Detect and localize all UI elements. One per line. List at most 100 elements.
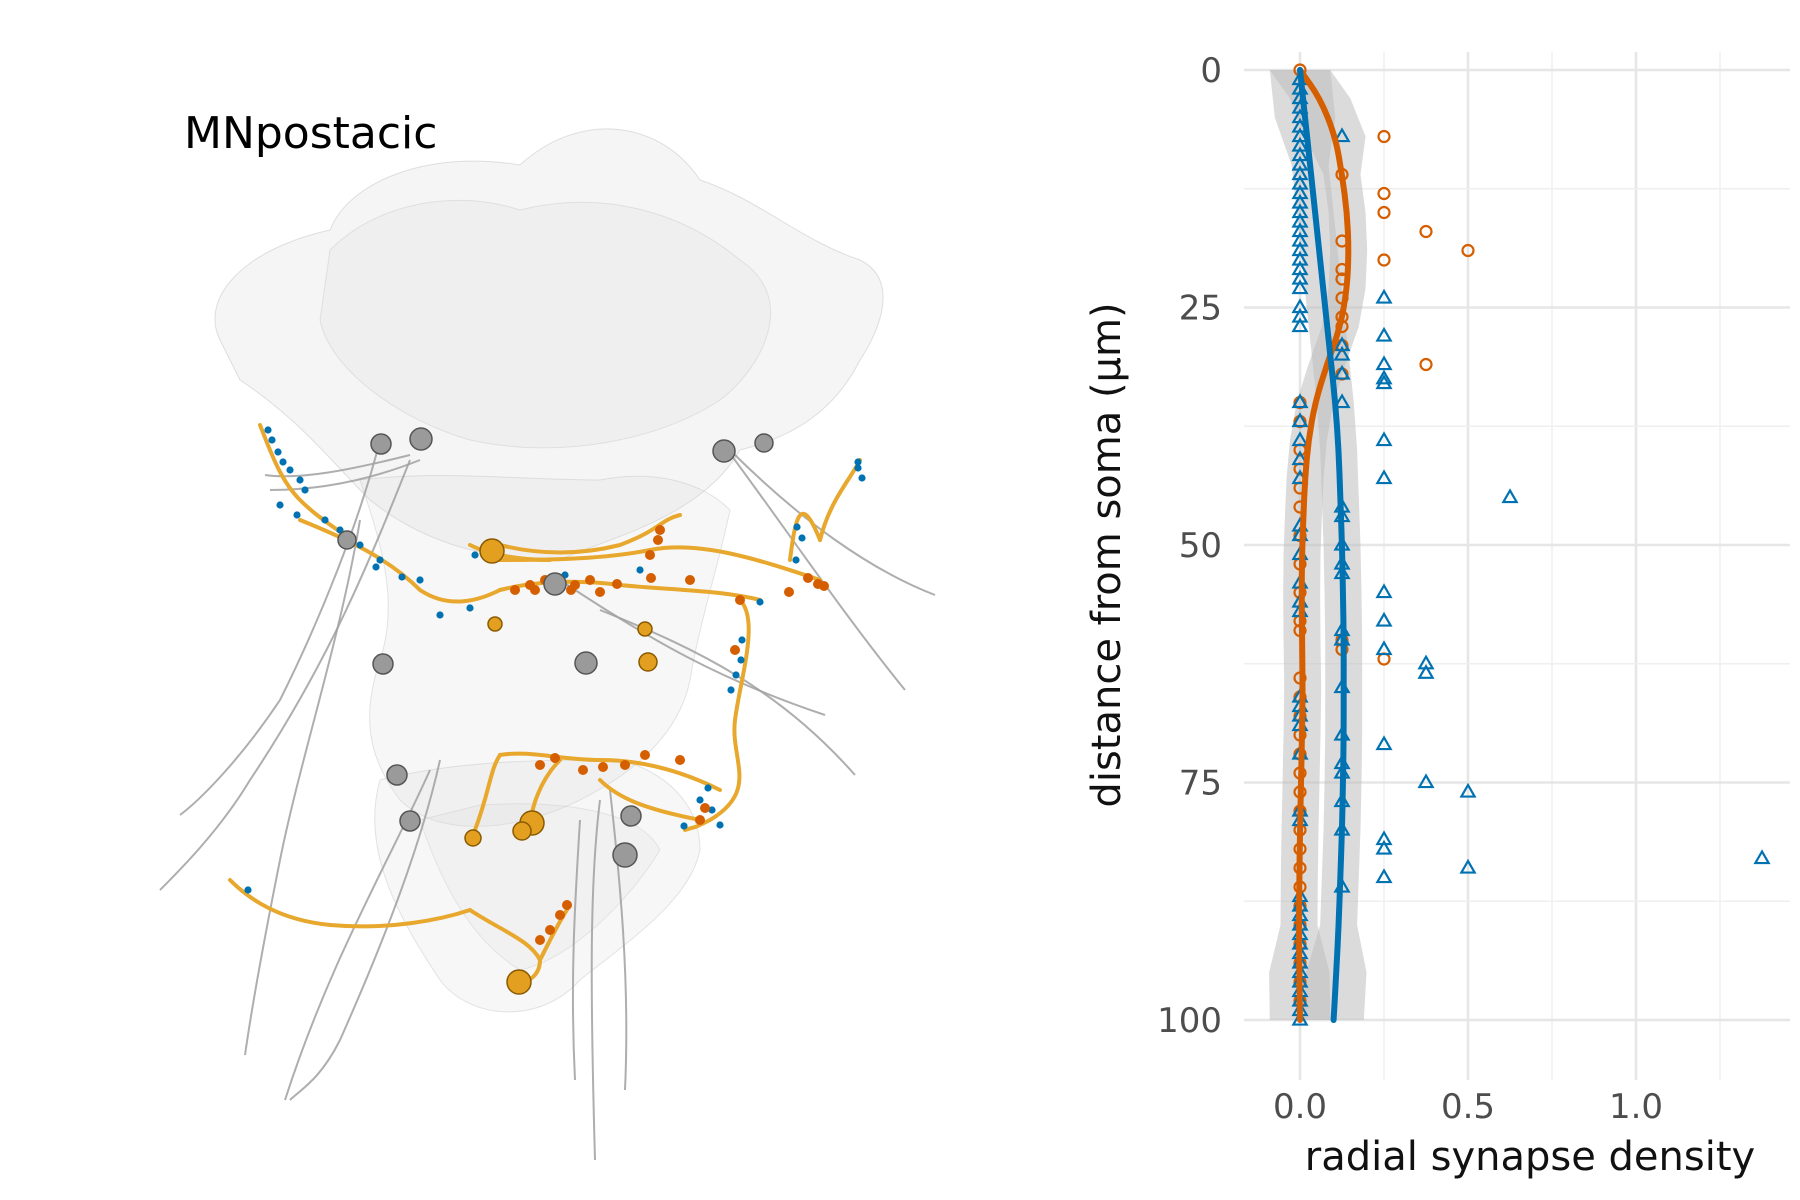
synapse-dot-orange <box>655 525 665 535</box>
gray-projection <box>729 449 936 596</box>
synapse-dot-blue <box>732 671 740 679</box>
data-point-triangle <box>1291 279 1309 295</box>
gray-soma <box>372 653 394 675</box>
synapse-dot-orange <box>646 573 656 583</box>
orange-soma <box>637 621 653 637</box>
data-point-triangle <box>1753 849 1771 865</box>
data-point-triangle <box>1417 773 1435 789</box>
synapse-dot-orange <box>735 595 745 605</box>
orange-branch <box>818 458 862 542</box>
y-tick-label: 0 <box>1200 51 1222 91</box>
synapse-dot-blue <box>244 886 252 894</box>
synapse-dot-orange <box>510 585 520 595</box>
data-point-circle <box>1461 243 1475 258</box>
data-point-triangle <box>1333 364 1351 380</box>
synapse-dot-blue <box>798 534 806 542</box>
data-point-triangle <box>1375 611 1393 627</box>
data-point-triangle <box>1459 858 1477 874</box>
x-axis-label: radial synapse density <box>1305 1134 1755 1180</box>
orange-branch <box>468 543 552 562</box>
synapse-dot-orange <box>675 755 685 765</box>
data-point-triangle <box>1291 450 1309 466</box>
abdomen-mesh-inner <box>419 803 661 971</box>
synapse-dot-orange <box>730 645 740 655</box>
synapse-dot-blue <box>279 458 287 466</box>
data-point-triangle <box>1375 355 1393 371</box>
data-point-triangle <box>1417 664 1435 679</box>
synapse-dot-blue <box>636 566 644 574</box>
orange-soma-group <box>464 538 658 995</box>
head-mesh-inner <box>319 199 771 449</box>
data-point-triangle <box>1375 583 1393 599</box>
gray-soma <box>543 572 567 596</box>
x-tick-label: 1.0 <box>1609 1087 1663 1127</box>
synapse-dot-orange <box>550 753 560 763</box>
synapse-dot-orange <box>535 935 545 945</box>
y-tick-label: 100 <box>1157 1001 1222 1041</box>
smooth-line-orange <box>1296 67 1352 1023</box>
gray-projection <box>289 759 441 1101</box>
data-point-triangle <box>1291 1010 1309 1026</box>
data-point-circle <box>1377 129 1391 144</box>
data-point-circle <box>1377 186 1391 201</box>
data-point-triangle <box>1375 839 1393 855</box>
data-point-triangle <box>1375 369 1393 385</box>
data-point-triangle <box>1375 288 1393 304</box>
thorax-mesh <box>359 475 731 827</box>
orange-branch <box>498 513 682 555</box>
body-volume-mesh <box>214 128 884 1013</box>
synapse-dot-orange <box>653 535 663 545</box>
data-point-triangle <box>1333 393 1351 409</box>
synapse-dot-orange <box>595 587 605 597</box>
data-point-triangle <box>1333 127 1351 143</box>
orange-branch <box>683 598 751 832</box>
gray-soma <box>620 805 642 827</box>
data-point-triangle <box>1291 317 1309 333</box>
neuron-rendering: MNpostacic <box>159 108 936 1161</box>
x-tick-label: 0.0 <box>1273 1087 1327 1127</box>
synapse-dot-blue <box>716 821 724 829</box>
data-point-circle <box>1419 357 1433 372</box>
orange-soma <box>464 829 482 847</box>
synapse-dot-blue <box>286 466 294 474</box>
synapse-dot-blue <box>321 516 329 524</box>
synapse-dot-blue <box>708 806 716 814</box>
synapse-dot-blue <box>264 426 272 434</box>
data-point-circle <box>1377 253 1391 267</box>
synapse-dot-blue <box>301 486 309 494</box>
y-axis-label: distance from soma (µm) <box>1084 302 1130 807</box>
synapse-dot-blue <box>738 636 746 644</box>
data-point-triangle <box>1501 488 1519 504</box>
gray-projection <box>590 799 601 1161</box>
data-point-triangle <box>1375 735 1393 751</box>
synapse-dot-blue <box>792 556 800 564</box>
data-point-triangle <box>1333 345 1351 361</box>
synapse-dot-orange <box>803 573 813 583</box>
synapse-dot-orange <box>525 580 535 590</box>
gray-neuron-projections <box>159 439 936 1161</box>
data-point-triangle <box>1459 782 1477 798</box>
y-tick-label: 25 <box>1179 289 1222 329</box>
orange-soma <box>479 538 505 564</box>
synapse-dot-blue <box>398 573 406 581</box>
gray-soma <box>574 651 598 675</box>
synapse-dot-orange <box>819 581 829 591</box>
gray-projection <box>571 819 581 1081</box>
orange-soma <box>506 969 532 995</box>
synapse-dot-blue <box>858 474 866 482</box>
synapse-dot-orange <box>784 587 794 597</box>
synapse-dot-orange <box>640 750 650 760</box>
synapse-dot-blue <box>854 464 862 472</box>
gray-soma <box>370 433 392 455</box>
synapse-markers <box>244 426 866 945</box>
orange-soma <box>487 616 503 632</box>
synapse-dot-orange <box>685 575 695 585</box>
synapse-dot-orange <box>562 900 572 910</box>
x-axis-ticks: 0.0 0.5 1.0 <box>1273 1087 1663 1127</box>
synapse-dot-blue <box>293 511 301 519</box>
gray-soma <box>612 842 638 868</box>
orange-branch <box>788 512 822 562</box>
synapse-dot-blue <box>276 501 284 509</box>
synapse-dot-orange <box>555 910 565 920</box>
synapse-dot-orange <box>612 579 622 589</box>
